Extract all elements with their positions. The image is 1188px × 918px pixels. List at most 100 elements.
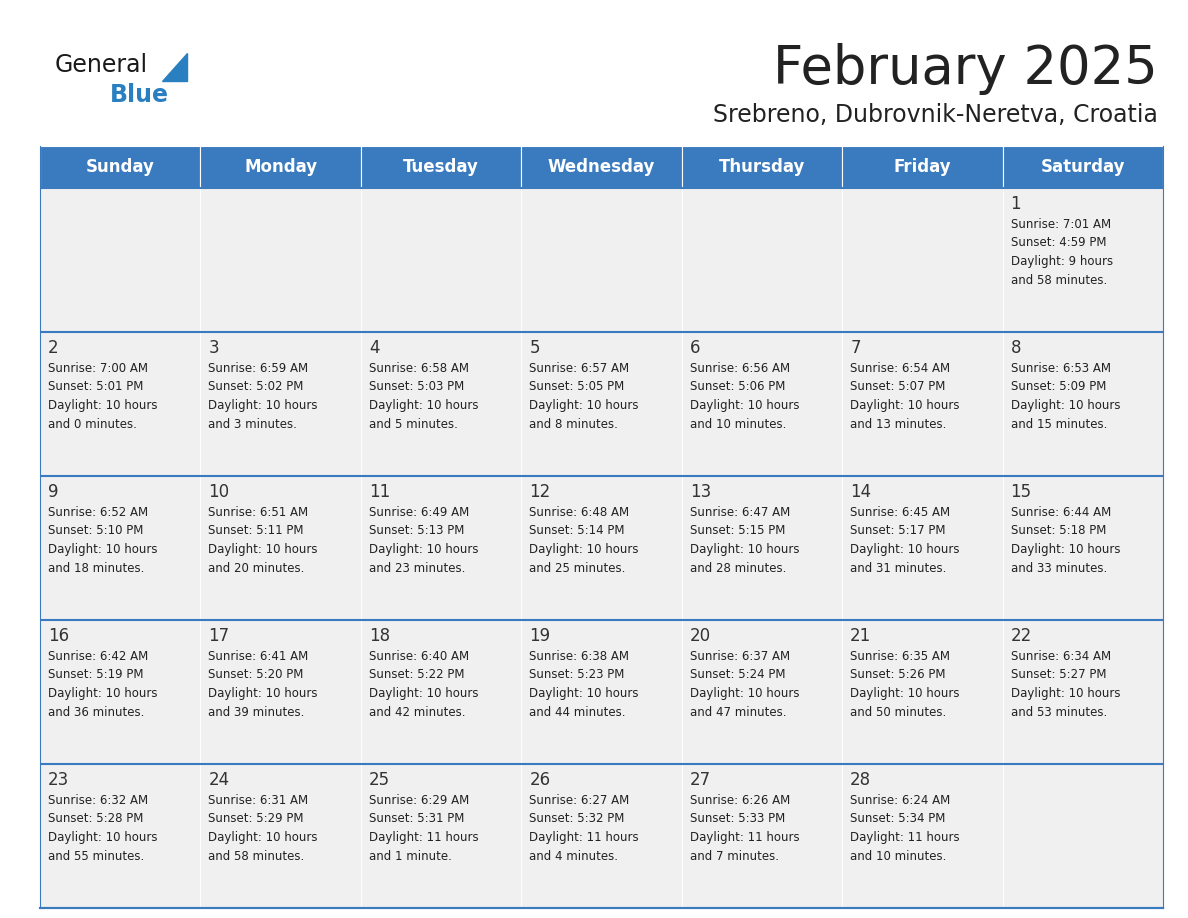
Text: and 1 minute.: and 1 minute. (368, 849, 451, 863)
Text: Daylight: 9 hours: Daylight: 9 hours (1011, 255, 1113, 268)
Bar (682, 620, 842, 764)
Text: Sunrise: 6:34 AM: Sunrise: 6:34 AM (1011, 650, 1111, 663)
Text: Sunset: 5:20 PM: Sunset: 5:20 PM (208, 668, 304, 681)
Bar (361, 476, 522, 620)
Text: 3: 3 (208, 339, 219, 357)
Text: Daylight: 10 hours: Daylight: 10 hours (1011, 543, 1120, 556)
Text: Sunrise: 7:01 AM: Sunrise: 7:01 AM (1011, 218, 1111, 231)
Bar (522, 188, 682, 332)
Text: and 20 minutes.: and 20 minutes. (208, 562, 305, 575)
Text: 27: 27 (690, 771, 710, 789)
Text: Daylight: 10 hours: Daylight: 10 hours (368, 687, 479, 700)
Text: and 4 minutes.: and 4 minutes. (530, 849, 618, 863)
Bar (842, 146, 1003, 188)
Text: Sunrise: 6:37 AM: Sunrise: 6:37 AM (690, 650, 790, 663)
Text: Sunrise: 6:51 AM: Sunrise: 6:51 AM (208, 506, 309, 519)
Text: and 5 minutes.: and 5 minutes. (368, 418, 457, 431)
Bar (1003, 620, 1163, 764)
Text: Sunset: 5:10 PM: Sunset: 5:10 PM (48, 524, 144, 538)
Bar (522, 476, 682, 620)
Text: and 31 minutes.: and 31 minutes. (851, 562, 947, 575)
Text: Sunrise: 6:53 AM: Sunrise: 6:53 AM (1011, 362, 1111, 375)
Text: 13: 13 (690, 483, 710, 501)
Bar (842, 476, 1003, 620)
Text: Daylight: 10 hours: Daylight: 10 hours (48, 399, 158, 412)
Text: and 44 minutes.: and 44 minutes. (530, 706, 626, 719)
Text: Sunset: 5:07 PM: Sunset: 5:07 PM (851, 380, 946, 394)
Text: and 39 minutes.: and 39 minutes. (208, 706, 305, 719)
Text: and 33 minutes.: and 33 minutes. (1011, 562, 1107, 575)
Text: Sunrise: 6:52 AM: Sunrise: 6:52 AM (48, 506, 148, 519)
Text: Sunset: 5:34 PM: Sunset: 5:34 PM (851, 812, 946, 825)
Text: 8: 8 (1011, 339, 1020, 357)
Text: Sunset: 5:01 PM: Sunset: 5:01 PM (48, 380, 144, 394)
Text: Wednesday: Wednesday (548, 158, 656, 176)
Text: Sunrise: 6:44 AM: Sunrise: 6:44 AM (1011, 506, 1111, 519)
Text: Daylight: 10 hours: Daylight: 10 hours (208, 687, 318, 700)
Text: Sunrise: 6:32 AM: Sunrise: 6:32 AM (48, 794, 148, 807)
Text: 11: 11 (368, 483, 390, 501)
Text: 7: 7 (851, 339, 860, 357)
Text: General: General (55, 53, 148, 77)
Bar (201, 332, 361, 476)
Text: Sunset: 4:59 PM: Sunset: 4:59 PM (1011, 237, 1106, 250)
Text: Daylight: 10 hours: Daylight: 10 hours (851, 687, 960, 700)
Text: Sunrise: 6:29 AM: Sunrise: 6:29 AM (368, 794, 469, 807)
Text: Daylight: 11 hours: Daylight: 11 hours (530, 831, 639, 844)
Bar (40, 620, 201, 764)
Text: Daylight: 10 hours: Daylight: 10 hours (48, 543, 158, 556)
Text: and 7 minutes.: and 7 minutes. (690, 849, 778, 863)
Bar (1003, 764, 1163, 908)
Text: Daylight: 10 hours: Daylight: 10 hours (1011, 687, 1120, 700)
Bar (40, 146, 201, 188)
Text: Daylight: 10 hours: Daylight: 10 hours (48, 831, 158, 844)
Text: 10: 10 (208, 483, 229, 501)
Text: Sunset: 5:06 PM: Sunset: 5:06 PM (690, 380, 785, 394)
Text: Sunset: 5:14 PM: Sunset: 5:14 PM (530, 524, 625, 538)
Text: Sunset: 5:27 PM: Sunset: 5:27 PM (1011, 668, 1106, 681)
Bar (842, 620, 1003, 764)
Bar (361, 764, 522, 908)
Text: Sunrise: 6:48 AM: Sunrise: 6:48 AM (530, 506, 630, 519)
Text: Daylight: 10 hours: Daylight: 10 hours (530, 687, 639, 700)
Bar (522, 620, 682, 764)
Text: Sunrise: 6:38 AM: Sunrise: 6:38 AM (530, 650, 630, 663)
Text: Sunrise: 6:47 AM: Sunrise: 6:47 AM (690, 506, 790, 519)
Text: Daylight: 10 hours: Daylight: 10 hours (208, 831, 318, 844)
Bar (40, 764, 201, 908)
Text: Sunrise: 7:00 AM: Sunrise: 7:00 AM (48, 362, 148, 375)
Text: Daylight: 10 hours: Daylight: 10 hours (368, 399, 479, 412)
Text: Sunrise: 6:35 AM: Sunrise: 6:35 AM (851, 650, 950, 663)
Bar (1003, 476, 1163, 620)
Text: Daylight: 10 hours: Daylight: 10 hours (530, 399, 639, 412)
Text: Daylight: 10 hours: Daylight: 10 hours (690, 543, 800, 556)
Text: Daylight: 11 hours: Daylight: 11 hours (368, 831, 479, 844)
Text: Sunset: 5:13 PM: Sunset: 5:13 PM (368, 524, 465, 538)
Text: Sunday: Sunday (86, 158, 154, 176)
Text: Sunrise: 6:56 AM: Sunrise: 6:56 AM (690, 362, 790, 375)
Text: Sunrise: 6:24 AM: Sunrise: 6:24 AM (851, 794, 950, 807)
Bar (1003, 188, 1163, 332)
Text: Sunrise: 6:58 AM: Sunrise: 6:58 AM (368, 362, 469, 375)
Bar (361, 146, 522, 188)
Text: 5: 5 (530, 339, 539, 357)
Text: and 13 minutes.: and 13 minutes. (851, 418, 947, 431)
Bar (361, 188, 522, 332)
Bar (682, 764, 842, 908)
Text: and 55 minutes.: and 55 minutes. (48, 849, 144, 863)
Text: Sunset: 5:09 PM: Sunset: 5:09 PM (1011, 380, 1106, 394)
Text: and 23 minutes.: and 23 minutes. (368, 562, 466, 575)
Text: and 42 minutes.: and 42 minutes. (368, 706, 466, 719)
Text: 12: 12 (530, 483, 550, 501)
Bar (40, 188, 201, 332)
Bar (1003, 332, 1163, 476)
Text: Srebreno, Dubrovnik-Neretva, Croatia: Srebreno, Dubrovnik-Neretva, Croatia (713, 103, 1158, 127)
Text: Sunset: 5:33 PM: Sunset: 5:33 PM (690, 812, 785, 825)
Polygon shape (162, 53, 187, 81)
Bar (201, 476, 361, 620)
Text: Sunset: 5:18 PM: Sunset: 5:18 PM (1011, 524, 1106, 538)
Bar (361, 332, 522, 476)
Text: Sunset: 5:23 PM: Sunset: 5:23 PM (530, 668, 625, 681)
Text: 17: 17 (208, 627, 229, 645)
Text: Saturday: Saturday (1041, 158, 1125, 176)
